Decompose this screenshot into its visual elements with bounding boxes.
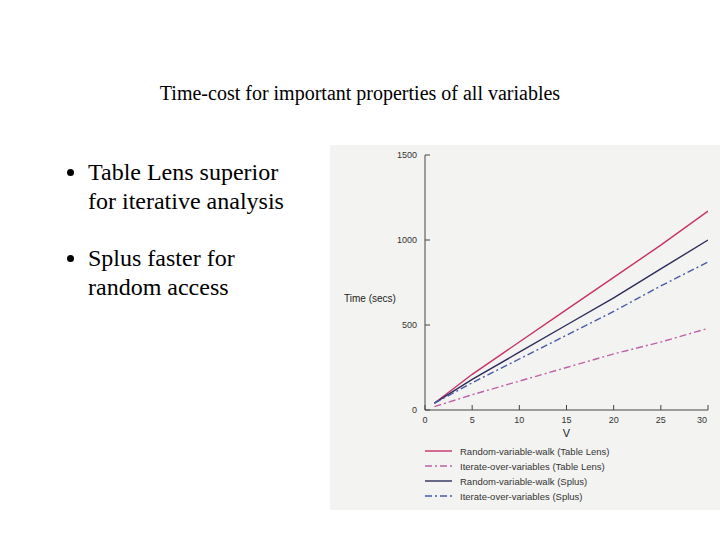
figure-background xyxy=(330,145,720,510)
chart: 0 500 1000 1500 0 5 10 15 20 25 30 Time (secs) V Rand… xyxy=(330,145,720,510)
x-tick-label: 0 xyxy=(422,415,427,425)
x-tick-label: 30 xyxy=(697,415,707,425)
legend-swatch xyxy=(425,465,452,466)
legend-label: Iterate-over-variables (Splus) xyxy=(460,491,583,502)
x-tick xyxy=(708,405,709,410)
x-tick-label: 10 xyxy=(514,415,524,425)
x-tick xyxy=(660,405,661,410)
legend-label: Iterate-over-variables (Table Lens) xyxy=(460,461,605,472)
plot-lines xyxy=(434,211,708,407)
y-axis-label: Time (secs) xyxy=(344,293,396,304)
y-axis xyxy=(425,155,426,410)
figure: 0 500 1000 1500 0 5 10 15 20 25 30 Time (secs) V Rand… xyxy=(330,145,720,514)
slide-title: Time-cost for important properties of al… xyxy=(0,82,720,105)
y-tick xyxy=(425,325,430,326)
x-tick xyxy=(566,405,567,410)
x-tick xyxy=(472,405,473,410)
x-tick xyxy=(425,405,426,410)
x-tick xyxy=(613,405,614,410)
bullet: Splus faster for random access xyxy=(88,244,303,302)
legend-label: Random-variable-walk (Table Lens) xyxy=(460,446,609,457)
series-line xyxy=(434,240,708,403)
x-tick-label: 25 xyxy=(656,415,666,425)
series-line xyxy=(434,262,708,403)
series-line xyxy=(434,328,708,406)
y-tick-label: 1500 xyxy=(397,150,417,160)
y-tick xyxy=(425,240,430,241)
series-line xyxy=(434,211,708,403)
legend-swatch xyxy=(425,480,452,481)
y-tick-label: 0 xyxy=(412,405,417,415)
x-axis-label: V xyxy=(563,427,571,439)
y-tick-label: 1000 xyxy=(397,235,417,245)
x-tick xyxy=(519,405,520,410)
y-tick-label: 500 xyxy=(402,320,417,330)
bullet: Table Lens superior for iterative analys… xyxy=(88,158,303,216)
bullet-list: Table Lens superior for iterative analys… xyxy=(58,158,348,330)
x-tick-label: 20 xyxy=(609,415,619,425)
x-tick-label: 15 xyxy=(561,415,571,425)
legend-swatch xyxy=(425,450,452,451)
y-tick xyxy=(425,410,430,411)
legend-swatch xyxy=(425,495,452,496)
x-tick-label: 5 xyxy=(470,415,475,425)
legend-label: Random-variable-walk (Splus) xyxy=(460,476,587,487)
y-tick xyxy=(425,155,430,156)
